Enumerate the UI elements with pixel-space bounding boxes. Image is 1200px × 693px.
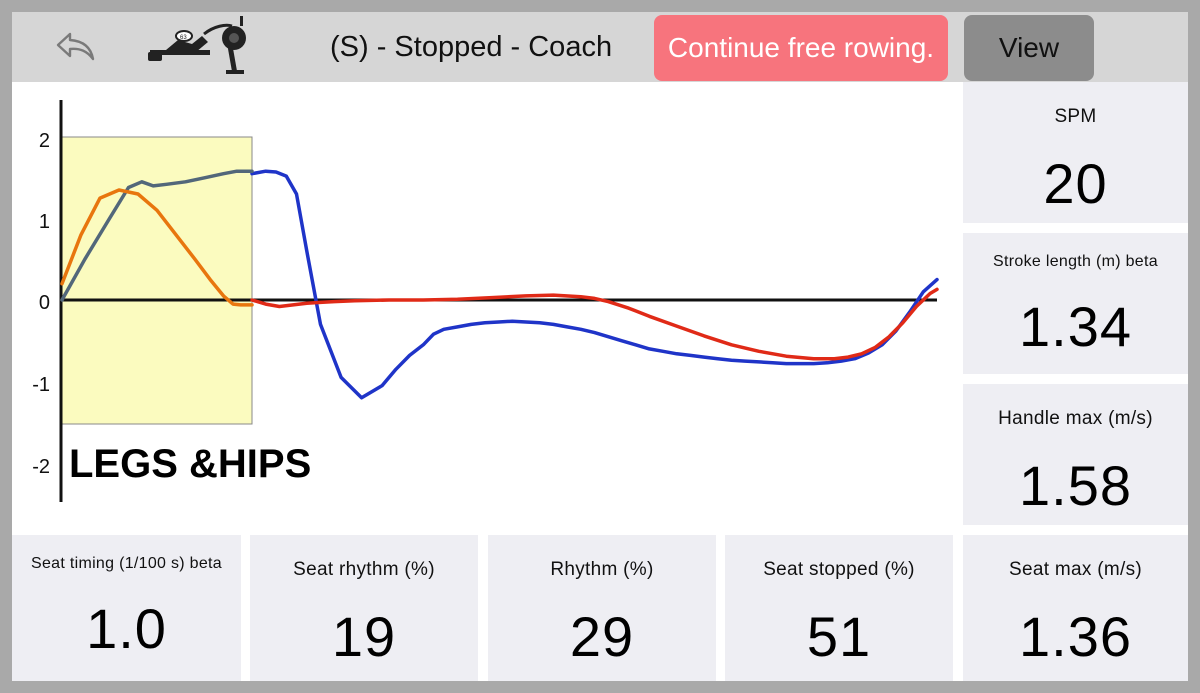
svg-text:63: 63 <box>180 35 187 41</box>
seat-stopped-tile: Seat stopped (%) 51 <box>725 535 953 681</box>
rhythm-value: 29 <box>569 605 635 668</box>
series-layer <box>60 169 939 400</box>
undo-arrow-icon <box>56 32 95 61</box>
y-tick-label: 0 <box>39 292 50 314</box>
spm-label: SPM <box>1054 106 1097 127</box>
seat-max-tile: Seat max (m/s) 1.36 <box>963 535 1188 681</box>
stroke-length-label: Stroke length (m) beta <box>993 253 1158 270</box>
app-frame: 63 (S) - Stopped - Coach Continue free r… <box>12 12 1188 681</box>
rowing-machine-icon: 63 <box>148 16 246 74</box>
y-tick-label: -2 <box>32 456 50 478</box>
seat-timing-tile: Seat timing (1/100 s) beta 1.0 <box>12 535 241 681</box>
spm-tile: SPM 20 <box>963 82 1188 223</box>
y-tick-label: -1 <box>32 374 50 396</box>
force-curve-line <box>60 188 254 307</box>
seat-stopped-value: 51 <box>806 605 872 668</box>
force-curve-line <box>250 169 939 400</box>
rhythm-tile: Rhythm (%) 29 <box>488 535 716 681</box>
rhythm-label: Rhythm (%) <box>550 559 654 580</box>
seat-max-value: 1.36 <box>1019 605 1132 668</box>
stroke-length-value: 1.34 <box>1019 295 1132 358</box>
seat-rhythm-tile: Seat rhythm (%) 19 <box>250 535 478 681</box>
stroke-length-tile: Stroke length (m) beta 1.34 <box>963 233 1188 374</box>
legs-hips-highlight <box>61 136 253 425</box>
page-title: (S) - Stopped - Coach <box>330 31 613 63</box>
handle-max-tile: Handle max (m/s) 1.58 <box>963 384 1188 525</box>
legs-hips-annotation: LEGS &HIPS <box>69 442 311 486</box>
force-curve-line <box>250 287 939 361</box>
force-curve-chart: 2 1 0 -1 -2 LEGS &HIPS <box>12 82 962 542</box>
top-bar: 63 (S) - Stopped - Coach Continue free r… <box>12 12 1188 82</box>
view-button[interactable]: View <box>964 15 1094 81</box>
seat-timing-label: Seat timing (1/100 s) beta <box>30 555 222 572</box>
back-button[interactable] <box>48 24 104 68</box>
force-curve-line <box>60 169 254 302</box>
handle-max-value: 1.58 <box>1019 454 1132 517</box>
chart-canvas: 2 1 0 -1 -2 LEGS &HIPS <box>32 100 939 502</box>
spm-value: 20 <box>1043 152 1108 215</box>
seat-stopped-label: Seat stopped (%) <box>763 559 915 580</box>
seat-timing-value: 1.0 <box>86 597 167 660</box>
y-tick-label: 1 <box>39 211 50 233</box>
seat-max-label: Seat max (m/s) <box>1009 559 1142 580</box>
seat-rhythm-label: Seat rhythm (%) <box>293 559 435 580</box>
seat-rhythm-value: 19 <box>331 605 397 668</box>
continue-rowing-button[interactable]: Continue free rowing. <box>654 15 948 81</box>
y-tick-label: 2 <box>39 130 50 152</box>
handle-max-label: Handle max (m/s) <box>998 408 1153 429</box>
